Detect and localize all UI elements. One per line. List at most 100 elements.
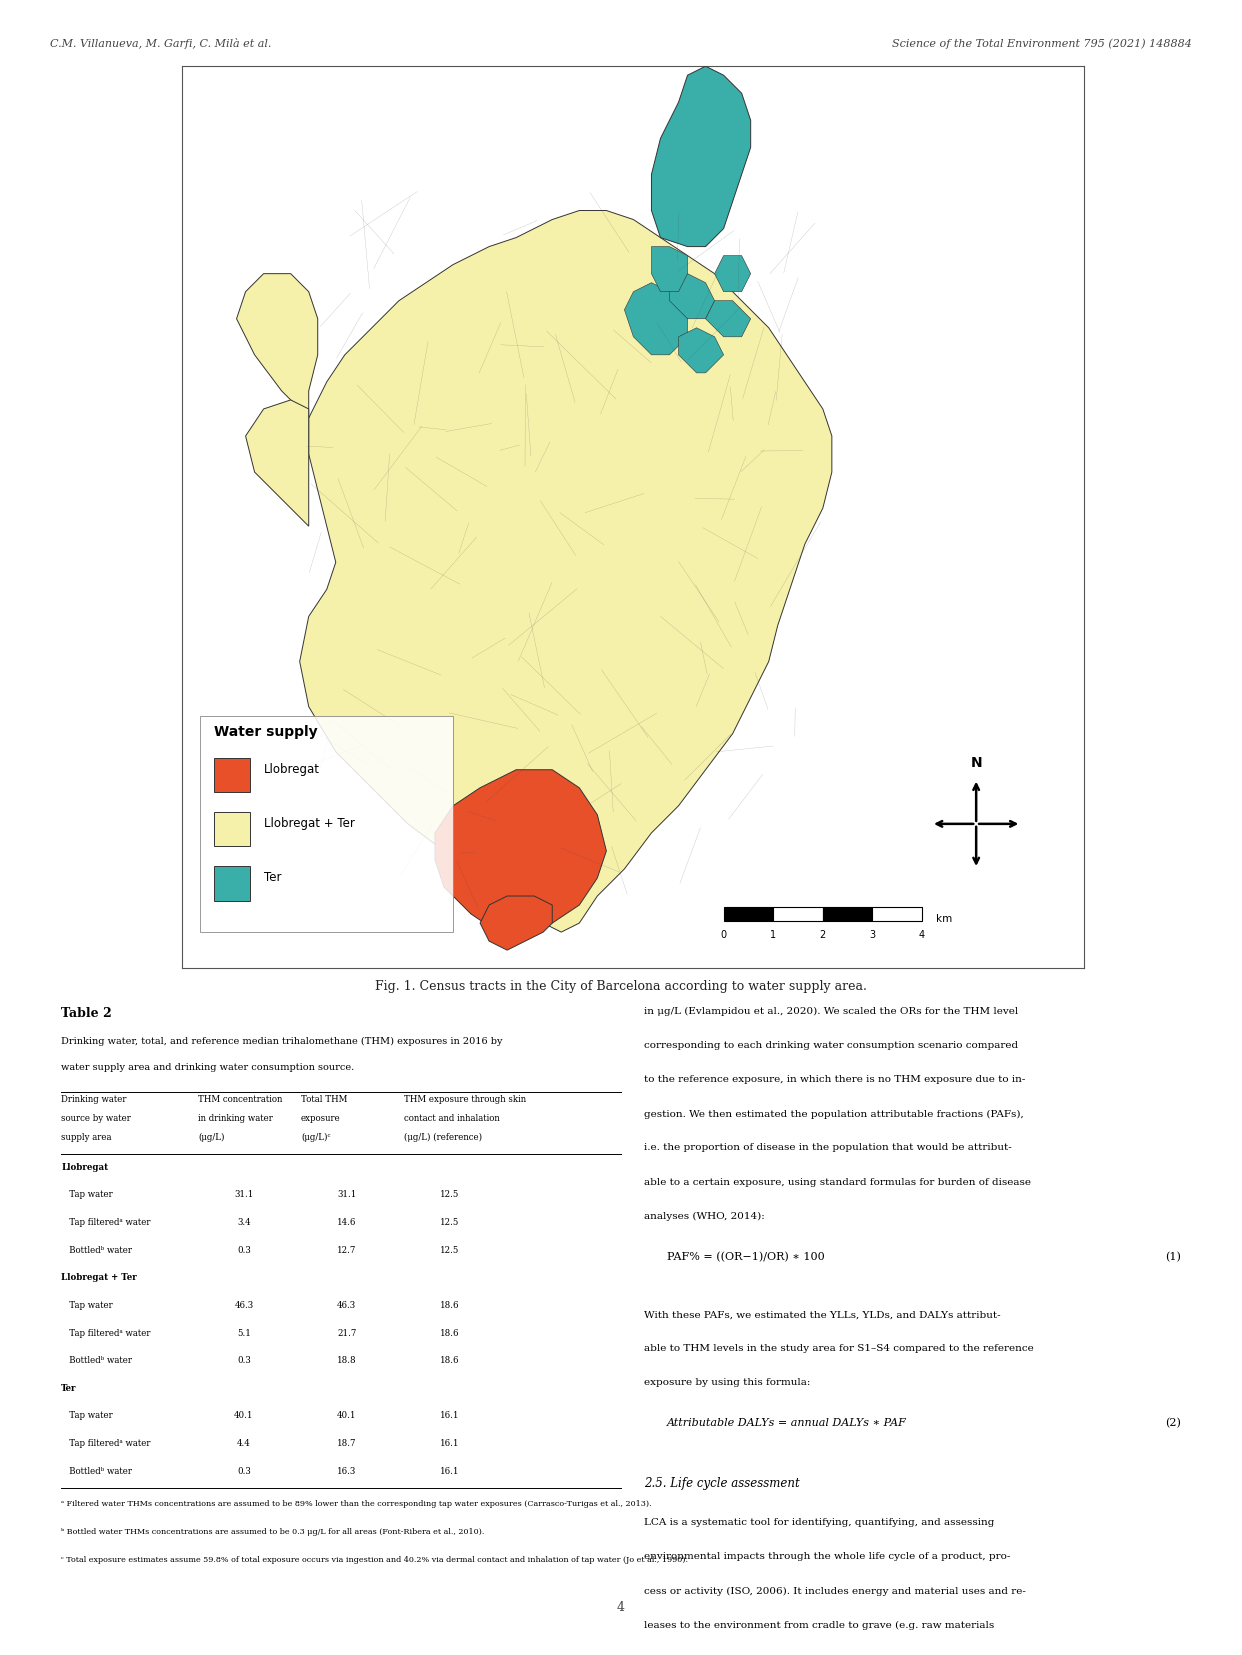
Text: in μg/L (Evlampidou et al., 2020). We scaled the ORs for the THM level: in μg/L (Evlampidou et al., 2020). We sc…	[643, 1008, 1018, 1016]
Text: 31.1: 31.1	[337, 1190, 356, 1200]
FancyBboxPatch shape	[872, 907, 922, 922]
Text: Tap water: Tap water	[61, 1190, 113, 1200]
Text: cess or activity (ISO, 2006). It includes energy and material uses and re-: cess or activity (ISO, 2006). It include…	[643, 1587, 1026, 1595]
Text: 46.3: 46.3	[338, 1301, 356, 1309]
Text: 12.7: 12.7	[337, 1246, 356, 1254]
Polygon shape	[625, 283, 688, 354]
Text: 18.8: 18.8	[337, 1355, 356, 1365]
Text: i.e. the proportion of disease in the population that would be attribut-: i.e. the proportion of disease in the po…	[643, 1144, 1011, 1152]
Text: 16.1: 16.1	[440, 1412, 460, 1420]
Text: LCA is a systematic tool for identifying, quantifying, and assessing: LCA is a systematic tool for identifying…	[643, 1518, 995, 1528]
Text: 16.1: 16.1	[440, 1438, 460, 1448]
Text: (μg/L)ᶜ: (μg/L)ᶜ	[301, 1134, 330, 1142]
Text: (μg/L): (μg/L)	[199, 1134, 225, 1142]
Text: able to a certain exposure, using standard formulas for burden of disease: able to a certain exposure, using standa…	[643, 1178, 1031, 1187]
Text: 21.7: 21.7	[337, 1329, 356, 1337]
Text: Bottledᵇ water: Bottledᵇ water	[61, 1466, 132, 1476]
Text: Ter: Ter	[61, 1384, 77, 1394]
Text: supply area: supply area	[61, 1134, 112, 1142]
Text: Table 2: Table 2	[61, 1008, 112, 1019]
Polygon shape	[678, 328, 724, 372]
Text: (2): (2)	[1165, 1418, 1181, 1428]
Polygon shape	[435, 770, 606, 932]
Text: 16.1: 16.1	[440, 1466, 460, 1476]
Text: 14.6: 14.6	[337, 1218, 356, 1226]
Text: Drinking water: Drinking water	[61, 1096, 127, 1104]
Text: exposure by using this formula:: exposure by using this formula:	[643, 1379, 810, 1387]
Text: (1): (1)	[1165, 1251, 1181, 1261]
FancyBboxPatch shape	[774, 907, 823, 922]
Text: Tap filteredᵃ water: Tap filteredᵃ water	[61, 1329, 150, 1337]
Text: 4: 4	[919, 930, 925, 940]
Text: Attributable DALYs = annual DALYs ∗ PAF: Attributable DALYs = annual DALYs ∗ PAF	[667, 1418, 907, 1428]
Text: Bottledᵇ water: Bottledᵇ water	[61, 1355, 132, 1365]
Text: Llobregat + Ter: Llobregat + Ter	[263, 818, 354, 831]
Text: 0.3: 0.3	[237, 1246, 251, 1254]
Text: 0.3: 0.3	[237, 1466, 251, 1476]
Text: Llobregat: Llobregat	[61, 1163, 108, 1172]
Text: Llobregat + Ter: Llobregat + Ter	[61, 1273, 137, 1283]
Text: water supply area and drinking water consumption source.: water supply area and drinking water con…	[61, 1063, 354, 1072]
Text: contact and inhalation: contact and inhalation	[404, 1114, 499, 1124]
Text: 3: 3	[869, 930, 876, 940]
Text: exposure: exposure	[301, 1114, 340, 1124]
Polygon shape	[705, 301, 750, 338]
Text: 4: 4	[617, 1600, 625, 1614]
FancyBboxPatch shape	[823, 907, 872, 922]
Text: (μg/L) (reference): (μg/L) (reference)	[404, 1134, 482, 1142]
Text: 40.1: 40.1	[235, 1412, 253, 1420]
Polygon shape	[669, 273, 714, 319]
FancyBboxPatch shape	[214, 866, 250, 900]
Text: 46.3: 46.3	[235, 1301, 253, 1309]
Polygon shape	[714, 255, 750, 291]
Text: 5.1: 5.1	[237, 1329, 251, 1337]
Text: THM exposure through skin: THM exposure through skin	[404, 1096, 527, 1104]
Text: Llobregat: Llobregat	[263, 763, 319, 776]
Text: gestion. We then estimated the population attributable fractions (PAFs),: gestion. We then estimated the populatio…	[643, 1109, 1023, 1119]
Text: 31.1: 31.1	[235, 1190, 253, 1200]
Text: 0: 0	[720, 930, 727, 940]
Text: 18.6: 18.6	[440, 1301, 460, 1309]
Text: Drinking water, total, and reference median trihalomethane (THM) exposures in 20: Drinking water, total, and reference med…	[61, 1036, 503, 1046]
Text: Tap water: Tap water	[61, 1412, 113, 1420]
Text: PAF% = ((OR−1)/OR) ∗ 100: PAF% = ((OR−1)/OR) ∗ 100	[667, 1251, 825, 1261]
Text: 18.7: 18.7	[337, 1438, 356, 1448]
Text: Total THM: Total THM	[301, 1096, 348, 1104]
Text: 12.5: 12.5	[440, 1218, 460, 1226]
Text: in drinking water: in drinking water	[199, 1114, 273, 1124]
Text: Tap filteredᵃ water: Tap filteredᵃ water	[61, 1438, 150, 1448]
Text: ᶜ Total exposure estimates assume 59.8% of total exposure occurs via ingestion a: ᶜ Total exposure estimates assume 59.8% …	[61, 1556, 688, 1564]
Text: 18.6: 18.6	[440, 1329, 460, 1337]
Text: 40.1: 40.1	[337, 1412, 356, 1420]
Text: 18.6: 18.6	[440, 1355, 460, 1365]
Text: analyses (WHO, 2014):: analyses (WHO, 2014):	[643, 1211, 765, 1221]
Text: Fig. 1. Census tracts in the City of Barcelona according to water supply area.: Fig. 1. Census tracts in the City of Bar…	[375, 980, 867, 993]
Polygon shape	[652, 66, 750, 247]
Text: environmental impacts through the whole life cycle of a product, pro-: environmental impacts through the whole …	[643, 1552, 1010, 1561]
Polygon shape	[299, 210, 832, 932]
Text: Tap filteredᵃ water: Tap filteredᵃ water	[61, 1218, 150, 1226]
Text: N: N	[970, 756, 982, 770]
Text: 12.5: 12.5	[440, 1246, 460, 1254]
Text: 2: 2	[820, 930, 826, 940]
Text: Tap water: Tap water	[61, 1301, 113, 1309]
Text: Water supply: Water supply	[214, 725, 318, 738]
Text: 4.4: 4.4	[237, 1438, 251, 1448]
Text: to the reference exposure, in which there is no THM exposure due to in-: to the reference exposure, in which ther…	[643, 1076, 1025, 1084]
Text: able to THM levels in the study area for S1–S4 compared to the reference: able to THM levels in the study area for…	[643, 1344, 1033, 1354]
Text: THM concentration: THM concentration	[199, 1096, 283, 1104]
Text: Bottledᵇ water: Bottledᵇ water	[61, 1246, 132, 1254]
Text: With these PAFs, we estimated the YLLs, YLDs, and DALYs attribut-: With these PAFs, we estimated the YLLs, …	[643, 1311, 1001, 1319]
Text: 0.3: 0.3	[237, 1355, 251, 1365]
Polygon shape	[246, 401, 309, 526]
Polygon shape	[652, 247, 688, 291]
Text: 12.5: 12.5	[440, 1190, 460, 1200]
Text: 1: 1	[770, 930, 776, 940]
FancyBboxPatch shape	[200, 715, 453, 932]
FancyBboxPatch shape	[214, 813, 250, 846]
Text: 3.4: 3.4	[237, 1218, 251, 1226]
Text: ᵃ Filtered water THMs concentrations are assumed to be 89% lower than the corres: ᵃ Filtered water THMs concentrations are…	[61, 1499, 652, 1508]
Text: 16.3: 16.3	[337, 1466, 356, 1476]
FancyBboxPatch shape	[214, 758, 250, 793]
Text: 2.5. Life cycle assessment: 2.5. Life cycle assessment	[643, 1478, 800, 1490]
